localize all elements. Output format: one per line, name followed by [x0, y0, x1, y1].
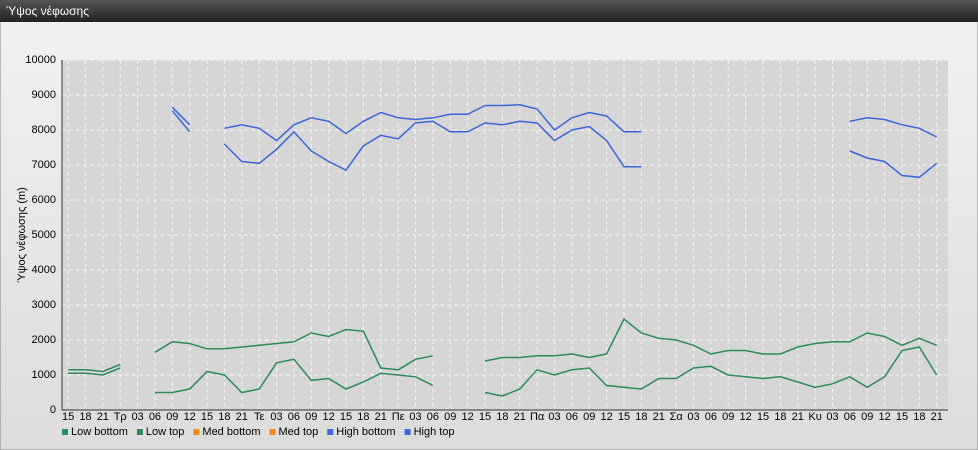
- x-tick-label: Τρ: [114, 411, 127, 423]
- x-tick-label: 15: [201, 411, 213, 423]
- x-tick-label: 15: [62, 411, 74, 423]
- y-axis-label: Ύψος νέφωσης (m): [16, 187, 28, 283]
- x-tick-label: 06: [149, 411, 161, 423]
- x-tick-label: 06: [288, 411, 300, 423]
- x-tick-label: 12: [462, 411, 474, 423]
- x-tick-label: 09: [166, 411, 178, 423]
- x-tick-label: 15: [896, 411, 908, 423]
- series-line: [171, 110, 938, 179]
- x-tick-label: 09: [722, 411, 734, 423]
- x-tick-label: 03: [687, 411, 699, 423]
- x-tick-label: 15: [479, 411, 491, 423]
- legend-swatch: [62, 429, 68, 435]
- x-tick-label: 09: [861, 411, 873, 423]
- x-tick-label: 09: [583, 411, 595, 423]
- legend-swatch: [193, 429, 200, 435]
- x-tick-label: 21: [236, 411, 248, 423]
- x-tick-label: 15: [340, 411, 352, 423]
- x-tick-label: Τε: [254, 411, 265, 423]
- series-line: [68, 317, 937, 373]
- y-tick-label: 7000: [32, 159, 56, 171]
- x-tick-label: 09: [444, 411, 456, 423]
- legend-swatch: [404, 429, 411, 435]
- series-line: [171, 104, 938, 142]
- legend-label: Med bottom: [202, 426, 260, 438]
- x-tick-label: 12: [323, 411, 335, 423]
- x-tick-label: 15: [618, 411, 630, 423]
- legend-label: High bottom: [336, 426, 395, 438]
- x-tick-label: 03: [409, 411, 421, 423]
- x-tick-label: 03: [270, 411, 282, 423]
- x-tick-label: 21: [514, 411, 526, 423]
- series-line: [68, 346, 938, 397]
- x-tick-label: Σα: [670, 411, 684, 423]
- x-tick-label: 06: [427, 411, 439, 423]
- x-tick-label: Πα: [530, 411, 545, 423]
- x-tick-label: 03: [548, 411, 560, 423]
- y-tick-label: 0: [50, 404, 56, 416]
- x-tick-label: 21: [653, 411, 665, 423]
- x-tick-label: 18: [496, 411, 508, 423]
- x-tick-label: 09: [305, 411, 317, 423]
- y-tick-label: 2000: [32, 334, 56, 346]
- x-tick-label: 21: [375, 411, 387, 423]
- legend-label: High top: [414, 426, 455, 438]
- panel-title: Ύψος νέφωσης: [6, 4, 89, 18]
- x-tick-label: 21: [931, 411, 943, 423]
- x-tick-label: 18: [635, 411, 647, 423]
- y-tick-label: 8000: [32, 124, 56, 136]
- legend-label: Med top: [279, 426, 319, 438]
- x-tick-label: 06: [844, 411, 856, 423]
- x-tick-label: 06: [705, 411, 717, 423]
- x-tick-label: 18: [218, 411, 230, 423]
- x-tick-label: 21: [97, 411, 109, 423]
- x-tick-label: 06: [566, 411, 578, 423]
- x-tick-label: 12: [878, 411, 890, 423]
- legend-swatch: [269, 429, 276, 435]
- x-tick-label: 12: [601, 411, 613, 423]
- x-tick-label: 18: [79, 411, 91, 423]
- y-tick-label: 6000: [32, 194, 56, 206]
- x-tick-label: 18: [913, 411, 925, 423]
- x-tick-label: 03: [826, 411, 838, 423]
- y-tick-label: 3000: [32, 299, 56, 311]
- x-tick-label: 21: [792, 411, 804, 423]
- legend-label: Low top: [146, 426, 185, 438]
- y-tick-label: 5000: [32, 229, 56, 241]
- x-tick-label: 12: [184, 411, 196, 423]
- x-tick-label: Πε: [392, 411, 405, 423]
- x-tick-label: Κυ: [808, 411, 821, 423]
- legend-swatch: [327, 429, 334, 435]
- x-tick-label: 15: [757, 411, 769, 423]
- y-tick-label: 10000: [25, 54, 56, 66]
- legend-swatch: [136, 429, 143, 435]
- y-tick-label: 1000: [32, 369, 56, 381]
- title-bar: [0, 0, 978, 22]
- x-tick-label: 18: [357, 411, 369, 423]
- x-tick-label: 03: [131, 411, 143, 423]
- y-tick-label: 4000: [32, 264, 56, 276]
- legend-label: Low bottom: [71, 426, 128, 438]
- x-tick-label: 12: [739, 411, 751, 423]
- x-tick-label: 18: [774, 411, 786, 423]
- y-tick-label: 9000: [32, 89, 56, 101]
